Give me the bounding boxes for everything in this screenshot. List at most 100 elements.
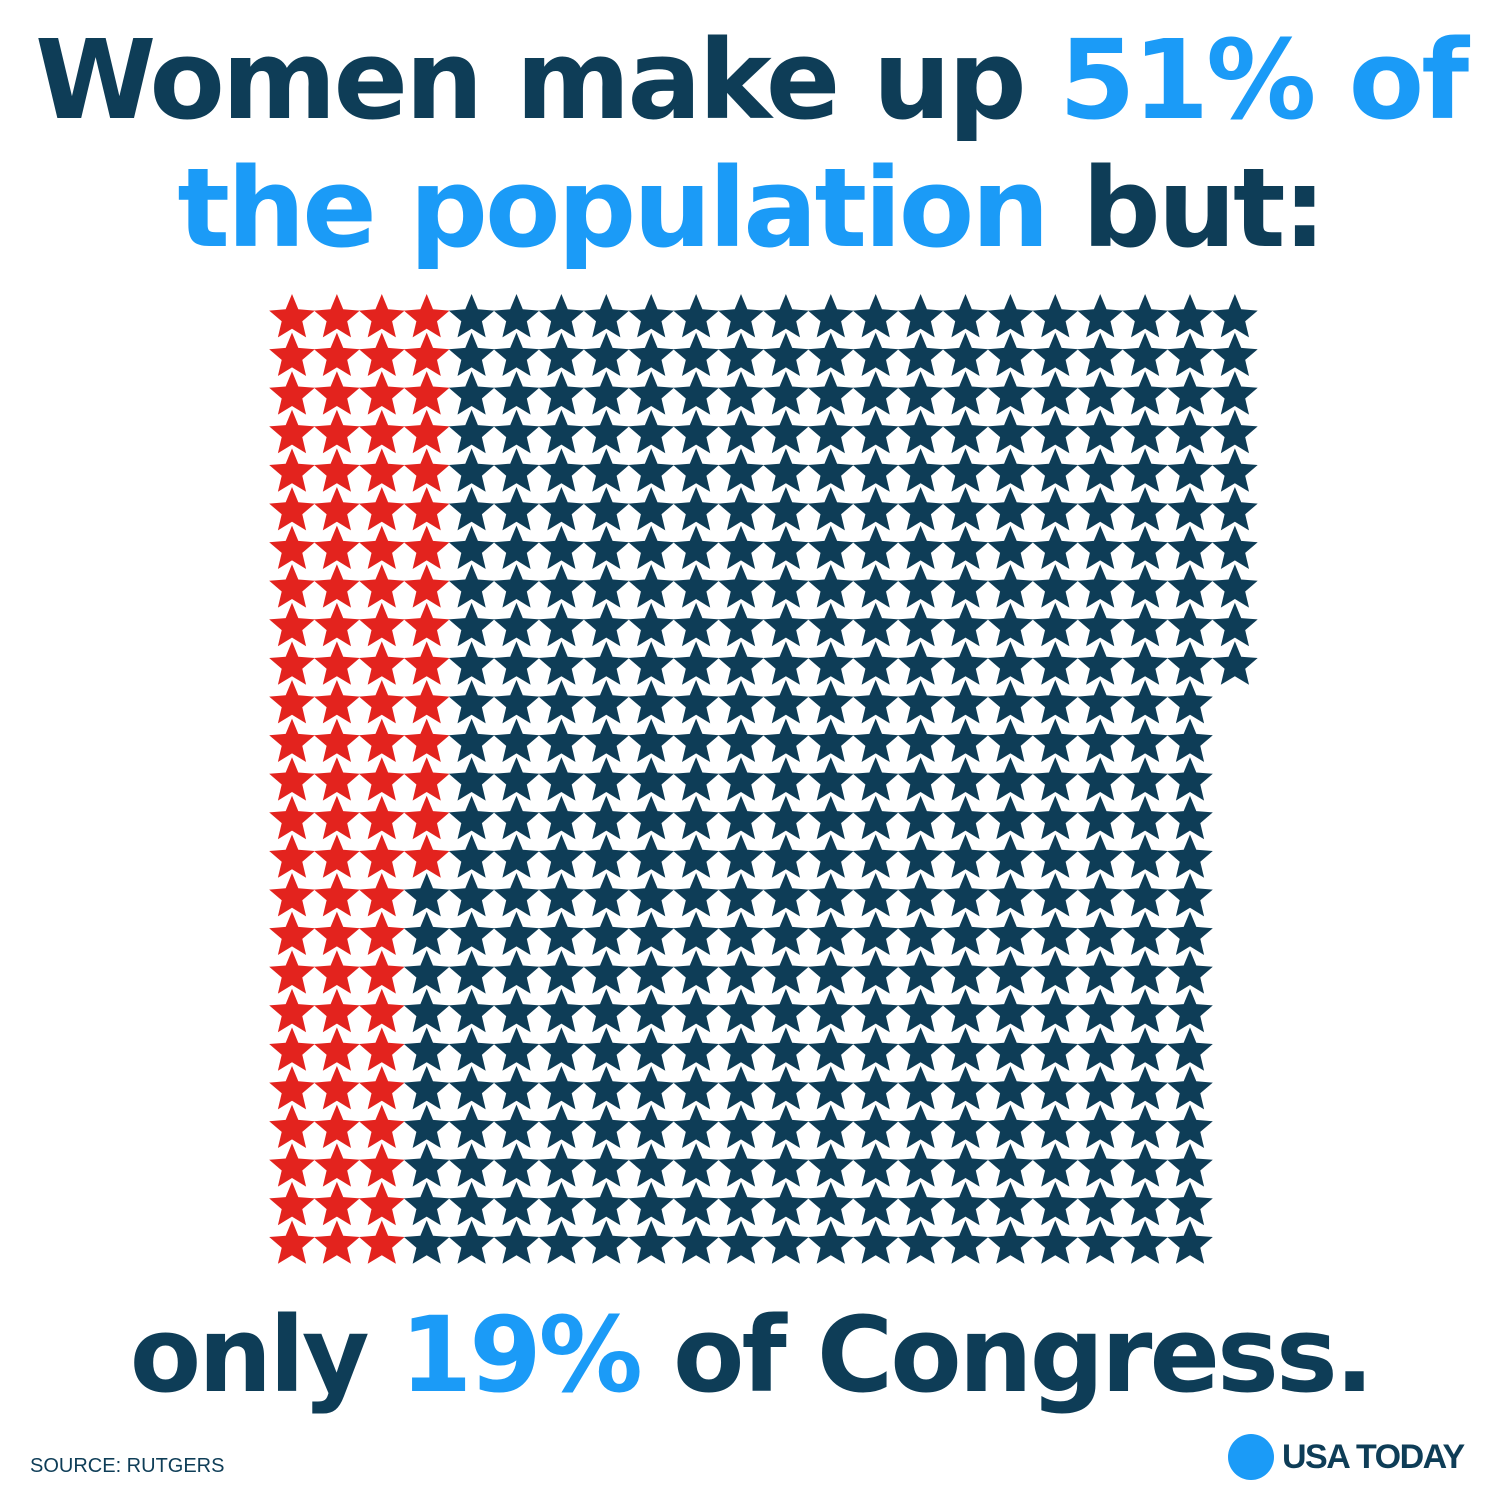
star-women-seat bbox=[269, 757, 315, 801]
star-men-seat bbox=[628, 409, 674, 454]
star-men-seat bbox=[852, 718, 899, 762]
star-men-seat bbox=[1122, 332, 1168, 376]
star-men-seat bbox=[493, 1066, 540, 1110]
star-women-seat bbox=[269, 795, 315, 840]
star-men-seat bbox=[1032, 1143, 1079, 1187]
star-men-seat bbox=[763, 680, 809, 724]
star-women-seat bbox=[314, 602, 360, 647]
star-men-seat bbox=[493, 680, 540, 724]
star-men-seat bbox=[718, 409, 764, 454]
star-men-seat bbox=[1077, 294, 1123, 338]
star-men-seat bbox=[942, 602, 989, 647]
star-men-seat bbox=[987, 564, 1034, 608]
star-men-seat bbox=[673, 757, 719, 801]
star-men-seat bbox=[1167, 641, 1213, 685]
star-men-seat bbox=[852, 1066, 899, 1110]
star-men-seat bbox=[852, 448, 899, 492]
star-men-seat bbox=[673, 448, 719, 492]
star-men-seat bbox=[538, 795, 585, 840]
star-men-seat bbox=[448, 718, 495, 762]
star-men-seat bbox=[808, 487, 854, 531]
star-men-seat bbox=[583, 641, 630, 685]
star-men-seat bbox=[718, 1143, 764, 1187]
star-men-seat bbox=[897, 294, 944, 338]
star-men-seat bbox=[583, 873, 630, 917]
star-men-seat bbox=[538, 988, 585, 1033]
star-men-seat bbox=[1077, 409, 1123, 454]
star-men-seat bbox=[942, 448, 989, 492]
star-men-seat bbox=[493, 950, 540, 994]
star-men-seat bbox=[673, 988, 719, 1033]
star-women-seat bbox=[314, 294, 360, 338]
star-men-seat bbox=[1122, 988, 1168, 1033]
star-men-seat bbox=[897, 1220, 944, 1264]
star-men-seat bbox=[942, 1181, 989, 1226]
star-men-seat bbox=[673, 564, 719, 608]
star-men-seat bbox=[673, 1220, 719, 1264]
star-men-seat bbox=[987, 718, 1034, 762]
star-men-seat bbox=[987, 294, 1034, 338]
star-men-seat bbox=[1077, 487, 1123, 531]
star-men-seat bbox=[1122, 680, 1168, 724]
star-men-seat bbox=[538, 602, 585, 647]
star-men-seat bbox=[583, 680, 630, 724]
star-men-seat bbox=[448, 1066, 495, 1110]
star-men-seat bbox=[628, 641, 674, 685]
star-men-seat bbox=[493, 795, 540, 840]
star-men-seat bbox=[1122, 873, 1168, 917]
star-women-seat bbox=[403, 795, 450, 840]
star-men-seat bbox=[403, 1220, 450, 1264]
star-men-seat bbox=[987, 602, 1034, 647]
star-women-seat bbox=[314, 332, 360, 376]
star-women-seat bbox=[403, 641, 450, 685]
star-women-seat bbox=[359, 332, 405, 376]
star-men-seat bbox=[1167, 834, 1213, 878]
star-men-seat bbox=[808, 294, 854, 338]
star-women-seat bbox=[269, 294, 315, 338]
star-men-seat bbox=[942, 525, 989, 569]
headline-line-2: the population but: bbox=[0, 138, 1501, 278]
star-men-seat bbox=[942, 757, 989, 801]
star-men-seat bbox=[1032, 564, 1079, 608]
star-men-seat bbox=[1032, 718, 1079, 762]
star-men-seat bbox=[1077, 332, 1123, 376]
star-men-seat bbox=[493, 525, 540, 569]
star-men-seat bbox=[493, 1220, 540, 1264]
star-men-seat bbox=[763, 950, 809, 994]
star-men-seat bbox=[673, 680, 719, 724]
star-men-seat bbox=[1167, 332, 1213, 376]
star-men-seat bbox=[852, 911, 899, 955]
star-women-seat bbox=[314, 564, 360, 608]
star-men-seat bbox=[1167, 1027, 1213, 1071]
star-men-seat bbox=[538, 448, 585, 492]
star-men-seat bbox=[403, 1104, 450, 1148]
star-women-seat bbox=[359, 873, 405, 917]
headline-highlight-population: the population bbox=[177, 144, 1049, 272]
star-men-seat bbox=[538, 525, 585, 569]
star-men-seat bbox=[628, 911, 674, 955]
star-men-seat bbox=[673, 332, 719, 376]
star-women-seat bbox=[359, 757, 405, 801]
star-men-seat bbox=[718, 911, 764, 955]
star-men-seat bbox=[1167, 795, 1213, 840]
star-men-seat bbox=[852, 525, 899, 569]
star-men-seat bbox=[718, 757, 764, 801]
star-men-seat bbox=[987, 1027, 1034, 1071]
star-men-seat bbox=[1212, 602, 1258, 647]
star-women-seat bbox=[269, 1066, 315, 1110]
star-men-seat bbox=[897, 1027, 944, 1071]
headline-text: but: bbox=[1046, 144, 1327, 272]
star-women-seat bbox=[359, 564, 405, 608]
star-men-seat bbox=[1122, 1220, 1168, 1264]
star-men-seat bbox=[448, 795, 495, 840]
star-women-seat bbox=[314, 371, 360, 415]
star-men-seat bbox=[942, 834, 989, 878]
star-men-seat bbox=[1122, 602, 1168, 647]
star-men-seat bbox=[808, 873, 854, 917]
star-men-seat bbox=[1032, 487, 1079, 531]
star-men-seat bbox=[448, 834, 495, 878]
star-men-seat bbox=[448, 988, 495, 1033]
star-men-seat bbox=[852, 757, 899, 801]
star-men-seat bbox=[448, 1027, 495, 1071]
star-men-seat bbox=[852, 950, 899, 994]
